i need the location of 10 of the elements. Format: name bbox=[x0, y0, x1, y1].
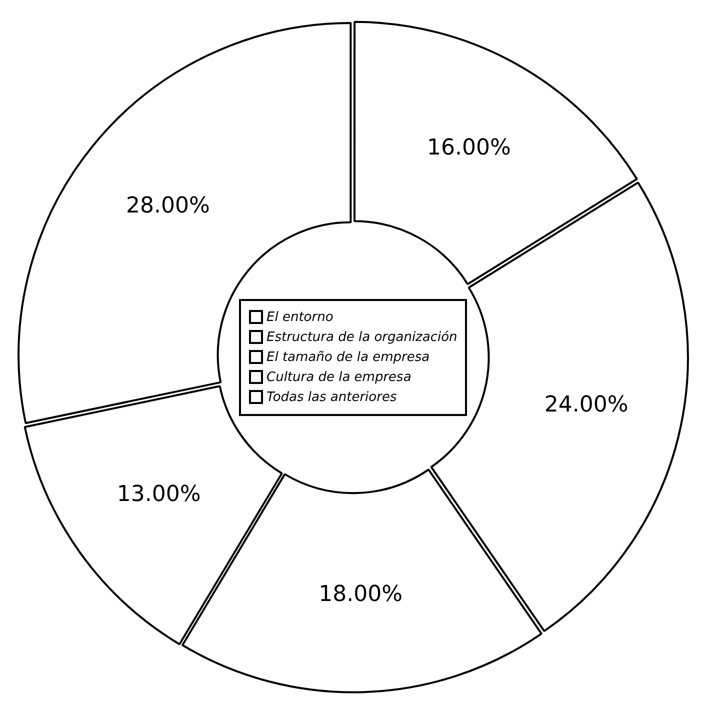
legend-label: Cultura de la empresa bbox=[266, 370, 412, 384]
data-label: 24.00% bbox=[544, 392, 628, 418]
legend-label: Estructura de la organización bbox=[266, 330, 458, 344]
legend-label: El entorno bbox=[266, 310, 334, 324]
data-label: 16.00% bbox=[426, 135, 511, 160]
data-label: 13.00% bbox=[116, 482, 201, 508]
data-label: 18.00% bbox=[318, 582, 403, 607]
legend-label: El tamaño de la empresa bbox=[266, 350, 430, 364]
data-label: 28.00% bbox=[126, 193, 210, 218]
legend-label: Todas las anteriores bbox=[266, 390, 397, 404]
